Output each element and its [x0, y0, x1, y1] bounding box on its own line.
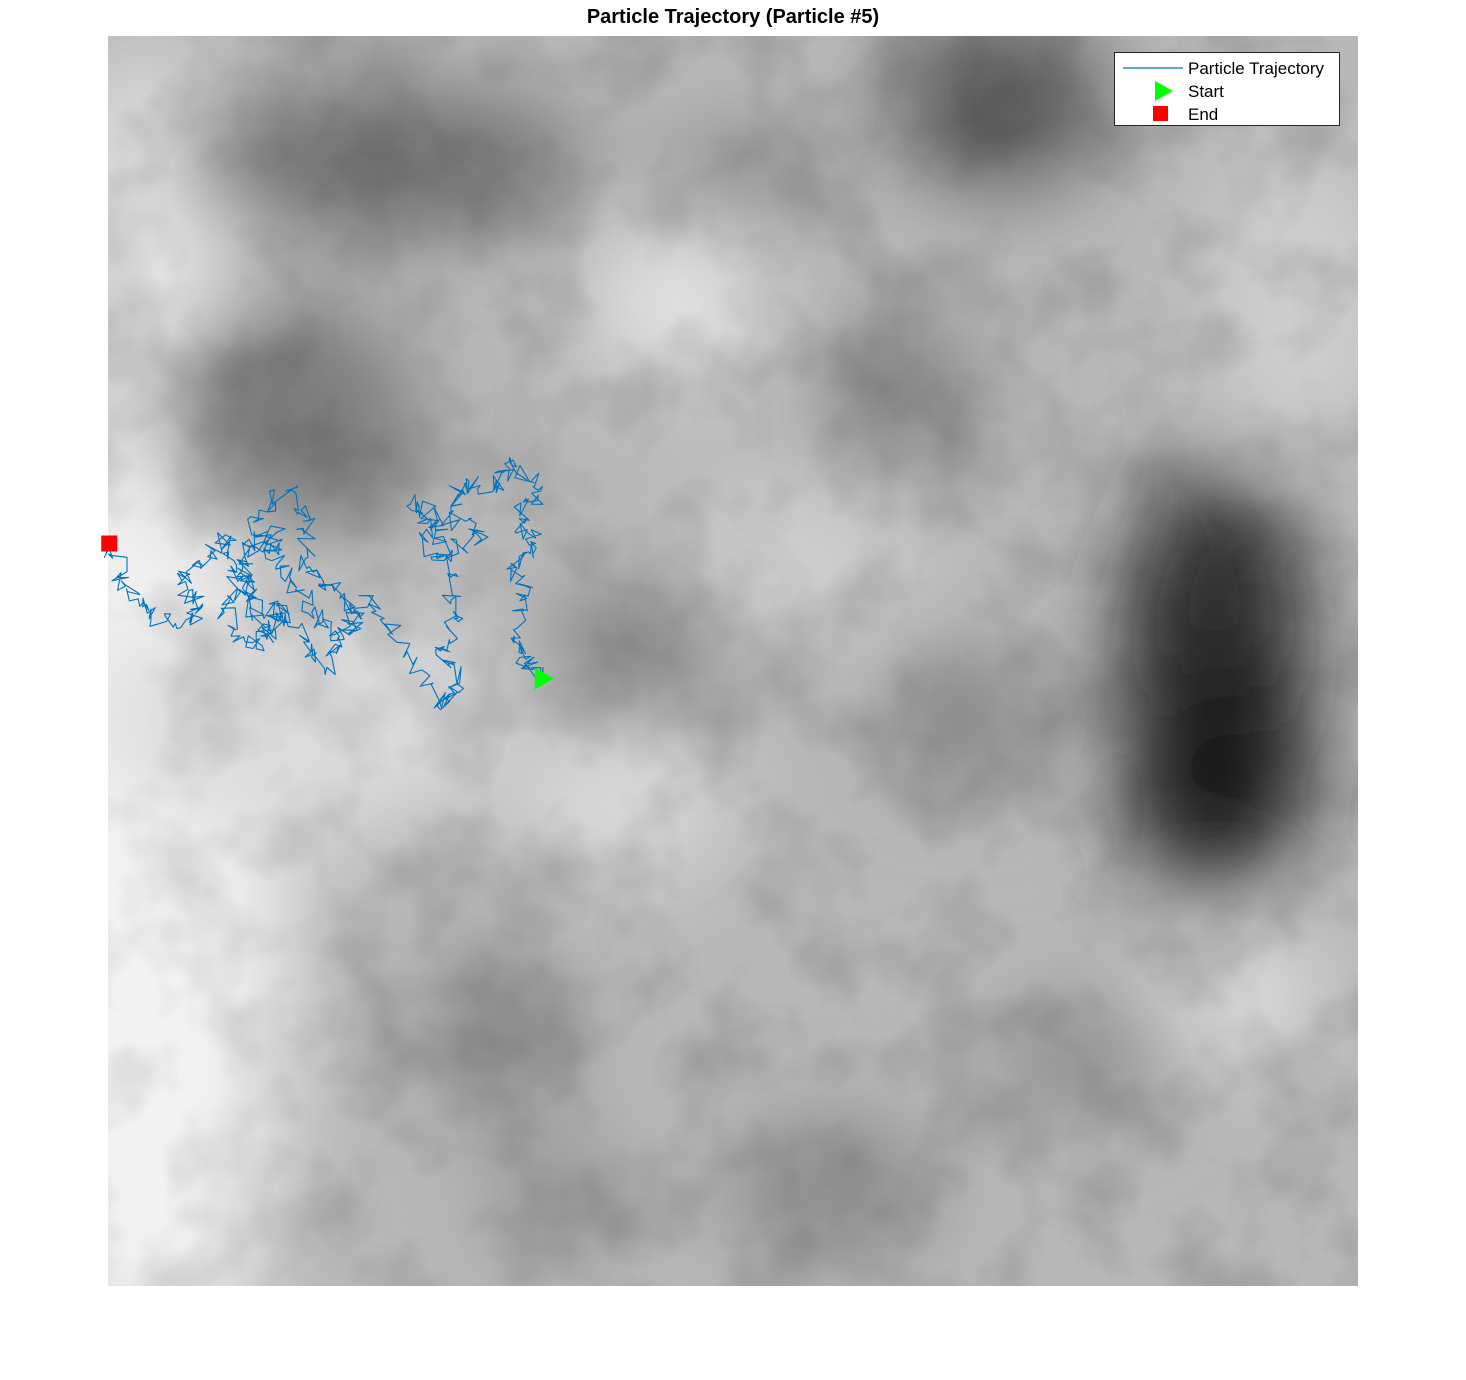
trajectory-layer [103, 456, 544, 711]
legend-label-trajectory: Particle Trajectory [1188, 59, 1325, 78]
legend-start-swatch [1155, 81, 1173, 101]
legend-label-start: Start [1188, 82, 1224, 101]
heatmap-background [108, 36, 1358, 1286]
start-marker [534, 667, 554, 690]
legend-item-end: End [1115, 103, 1339, 125]
trajectory-line [103, 456, 544, 711]
legend-label-end: End [1188, 105, 1219, 124]
legend: Particle Trajectory Start End [1114, 52, 1340, 126]
chart-title: Particle Trajectory (Particle #5) [586, 6, 880, 28]
legend-item-trajectory: Particle Trajectory [1115, 57, 1339, 79]
legend-item-start: Start [1115, 80, 1339, 102]
legend-line-swatch [1123, 67, 1183, 69]
end-marker [101, 535, 118, 552]
marker-layer [101, 535, 554, 690]
legend-end-swatch [1153, 106, 1168, 121]
